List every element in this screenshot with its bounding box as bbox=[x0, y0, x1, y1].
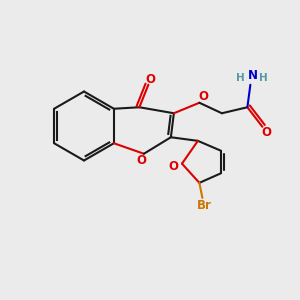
Text: O: O bbox=[136, 154, 146, 167]
Text: H: H bbox=[236, 73, 245, 83]
Text: O: O bbox=[261, 126, 271, 139]
Text: Br: Br bbox=[196, 199, 211, 212]
Text: O: O bbox=[169, 160, 178, 172]
Text: O: O bbox=[146, 73, 156, 86]
Text: O: O bbox=[198, 90, 208, 103]
Text: N: N bbox=[248, 69, 258, 82]
Text: H: H bbox=[259, 73, 267, 83]
